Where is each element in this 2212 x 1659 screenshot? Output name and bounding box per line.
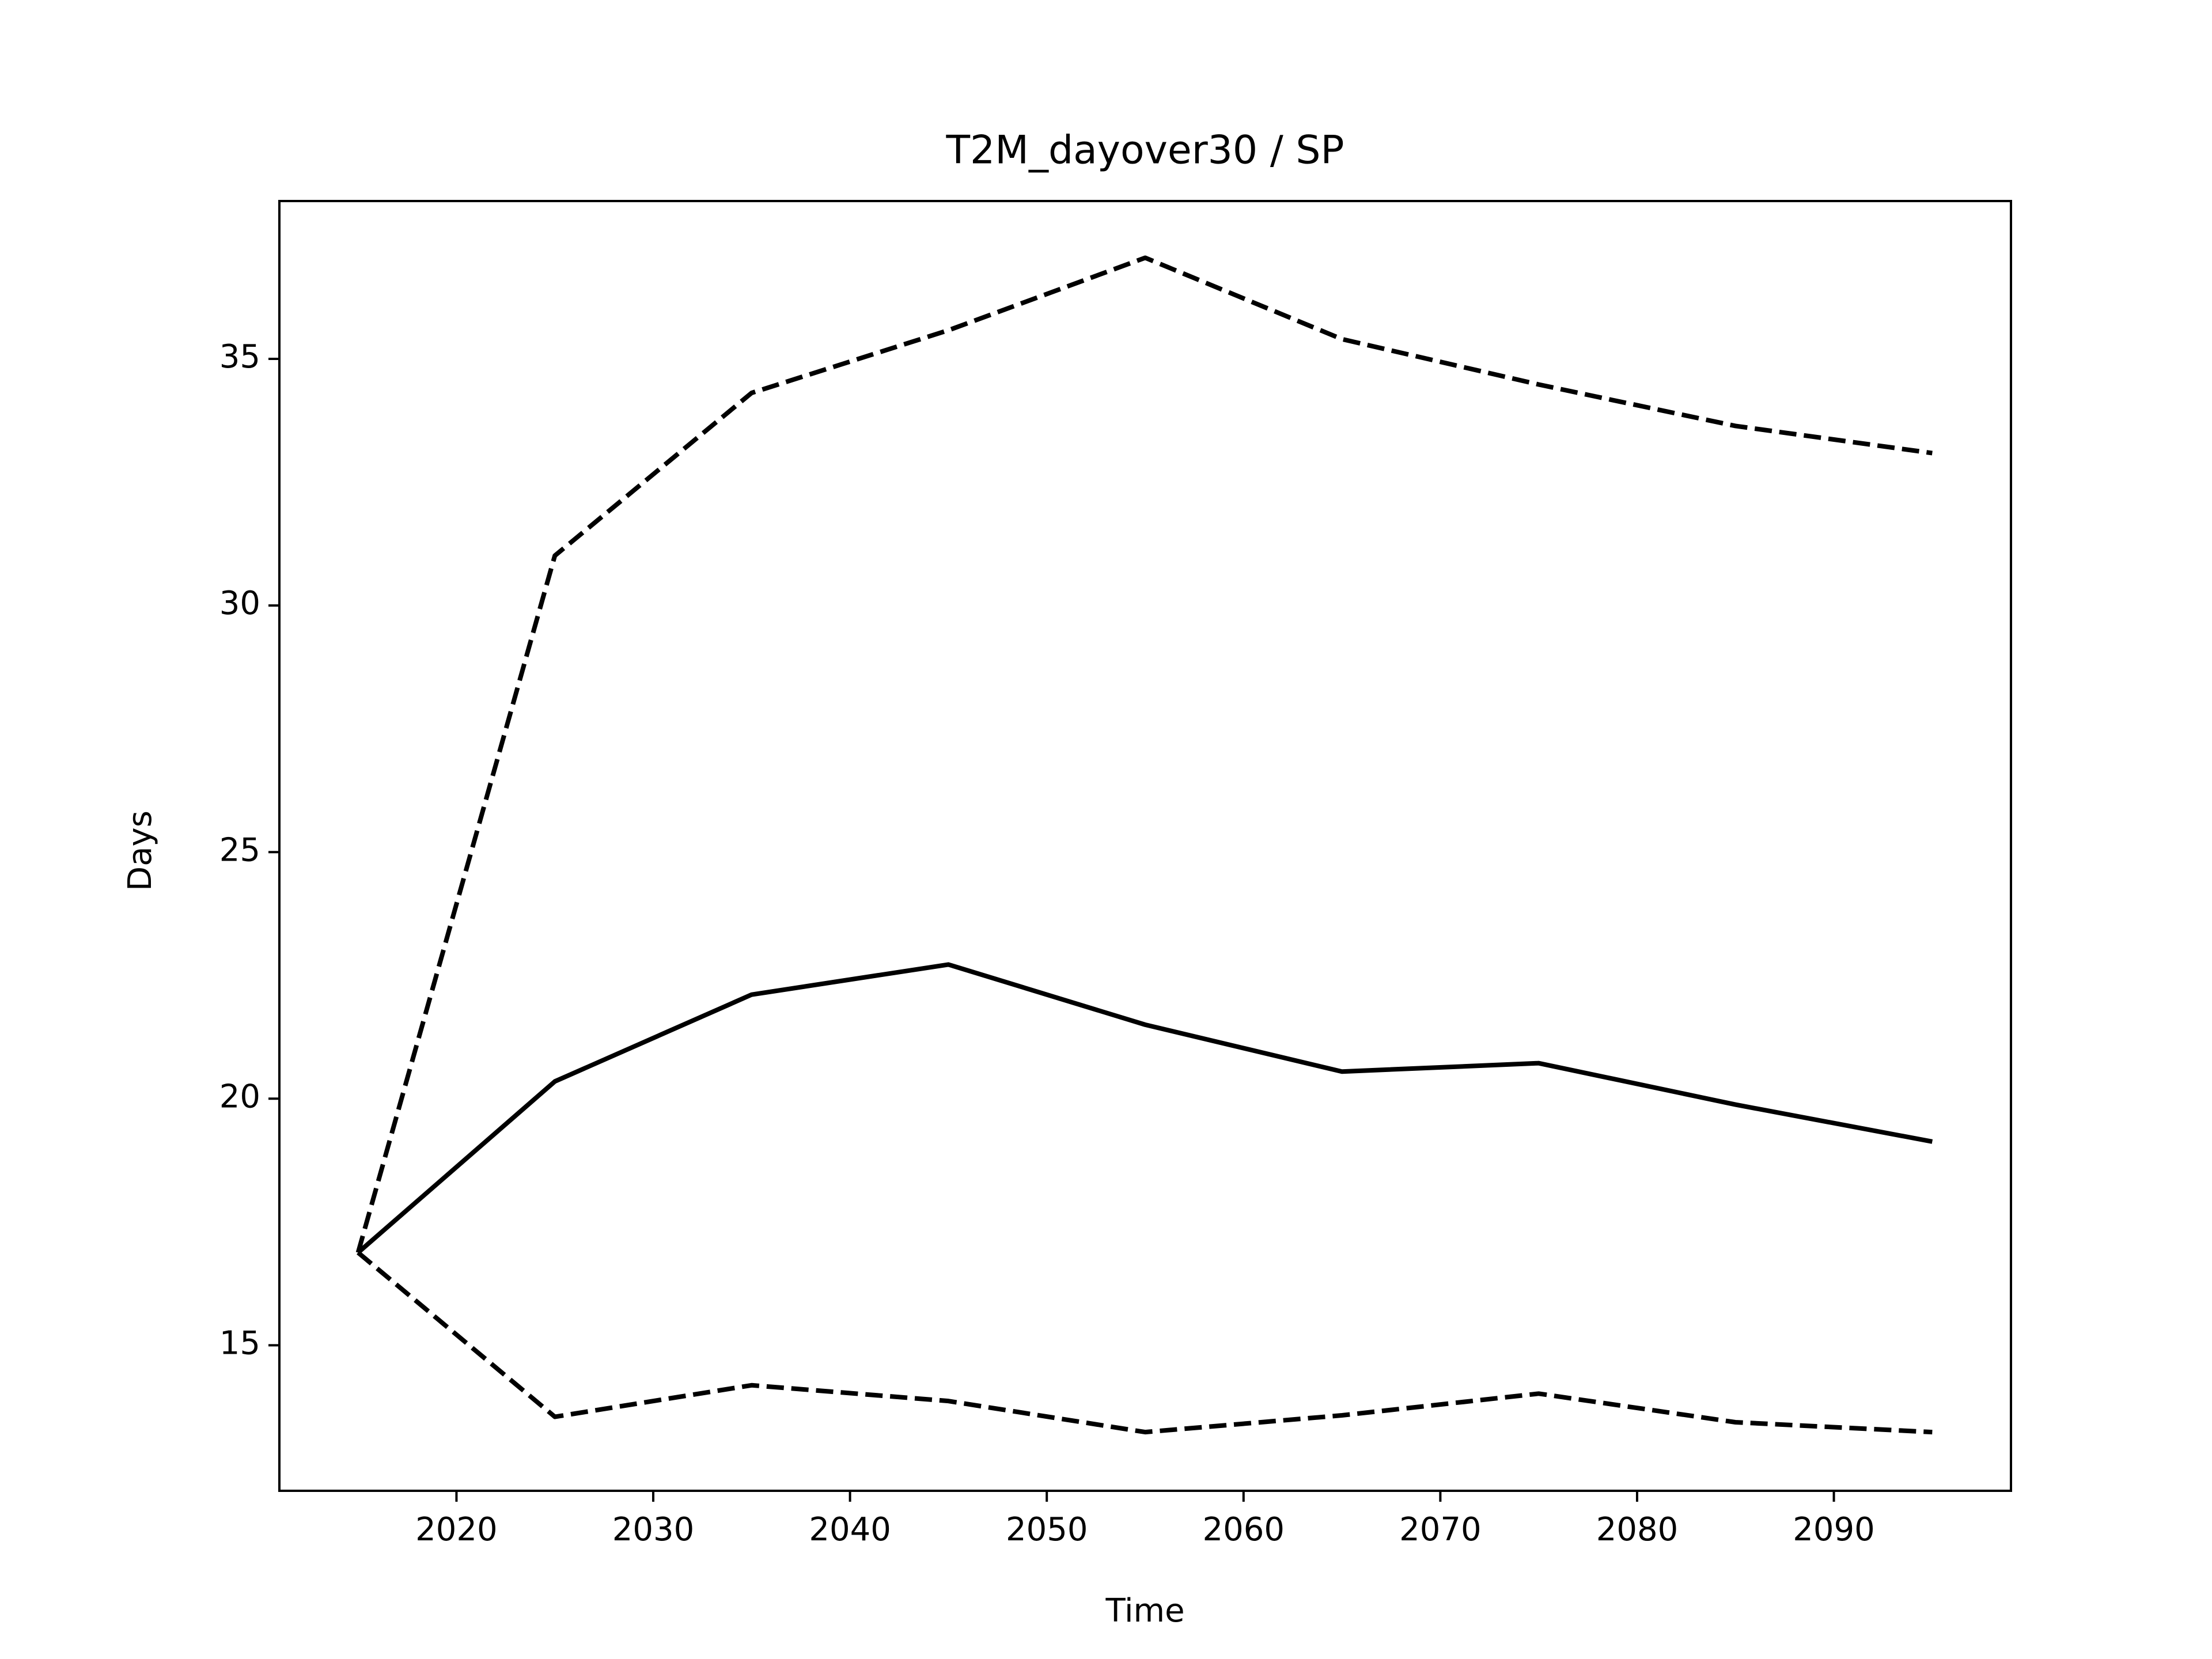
y-tick-label: 25 bbox=[219, 831, 260, 869]
x-tick-label: 2040 bbox=[809, 1511, 891, 1548]
x-tick-label: 2020 bbox=[415, 1511, 498, 1548]
y-tick-label: 35 bbox=[219, 338, 260, 376]
y-tick-label: 30 bbox=[219, 585, 260, 622]
series-line bbox=[357, 1251, 1933, 1435]
x-tick-label: 2060 bbox=[1203, 1511, 1285, 1548]
y-axis-label: Days bbox=[122, 810, 159, 891]
x-tick-label: 2050 bbox=[1006, 1511, 1088, 1548]
x-tick-label: 2080 bbox=[1596, 1511, 1679, 1548]
y-tick-label: 20 bbox=[219, 1078, 260, 1115]
x-axis-label: Time bbox=[1105, 1592, 1184, 1630]
x-tick-label: 2090 bbox=[1793, 1511, 1875, 1548]
plot-frame bbox=[278, 200, 2012, 1492]
x-tick-label: 2030 bbox=[612, 1511, 695, 1548]
x-tick-label: 2070 bbox=[1399, 1511, 1482, 1548]
y-tick-label: 15 bbox=[219, 1325, 260, 1362]
series-line bbox=[355, 255, 1933, 1253]
chart-title: T2M_dayover30 / SP bbox=[945, 128, 1344, 173]
series-line bbox=[357, 962, 1933, 1255]
